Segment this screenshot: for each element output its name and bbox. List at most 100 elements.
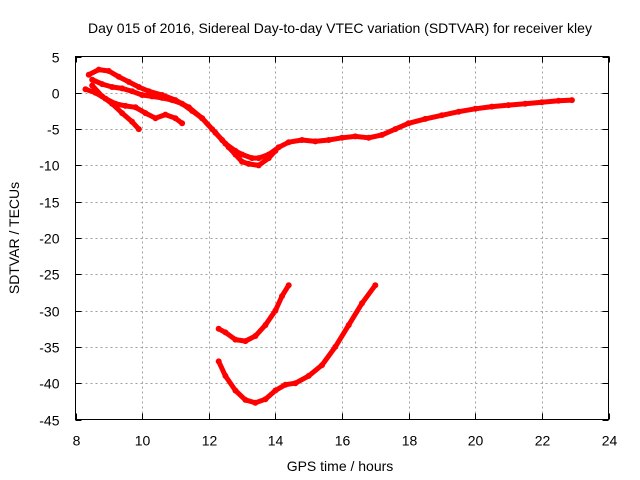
data-point	[99, 93, 106, 100]
series-group	[82, 66, 575, 406]
data-point	[455, 108, 462, 115]
x-tick-label: 10	[135, 433, 151, 449]
data-point	[135, 126, 142, 133]
data-point	[352, 133, 359, 140]
data-point	[222, 329, 229, 336]
data-point	[312, 138, 319, 145]
x-tick-label: 24	[602, 433, 618, 449]
data-point	[422, 115, 429, 122]
data-point	[522, 100, 529, 107]
series-arc-5	[215, 282, 292, 345]
data-point	[252, 333, 259, 339]
data-point	[85, 71, 92, 78]
data-point	[122, 102, 129, 109]
y-axis-label: SDTVAR / TECUs	[6, 182, 22, 294]
x-tick-label: 12	[202, 433, 218, 449]
x-axis-tick-labels: 8 10 12 14 16 18 20 22 24	[73, 433, 618, 449]
grid	[75, 56, 609, 420]
data-point	[505, 102, 512, 109]
data-point	[262, 322, 269, 329]
data-point	[272, 387, 279, 394]
series-arc-2	[89, 76, 279, 169]
series-arc-4	[89, 82, 142, 133]
x-axis-label: GPS time / hours	[287, 458, 394, 474]
data-point	[438, 112, 445, 119]
data-point	[172, 115, 179, 122]
series-arc-6	[215, 282, 379, 406]
y-axis-tick-labels: 5 0 -5 -10 -15 -20 -25 -30 -35 -40 -45	[39, 50, 59, 429]
data-point	[95, 66, 102, 73]
data-point	[215, 325, 222, 332]
data-point	[299, 137, 305, 143]
data-point	[142, 110, 149, 117]
data-point	[82, 86, 89, 93]
data-point	[279, 293, 285, 300]
y-tick-label: -45	[39, 413, 59, 429]
data-point	[272, 147, 279, 154]
data-point	[132, 104, 139, 111]
data-point	[245, 160, 252, 167]
data-point	[179, 120, 186, 127]
data-point	[162, 111, 169, 118]
data-point	[115, 73, 122, 80]
data-point	[139, 92, 146, 98]
data-point	[242, 396, 249, 403]
series-line	[216, 282, 292, 344]
y-tick-label: -30	[39, 304, 59, 320]
data-point	[199, 115, 206, 122]
data-point	[145, 88, 152, 95]
data-point	[252, 399, 259, 406]
data-point	[119, 110, 126, 117]
data-point	[135, 84, 142, 90]
data-point	[265, 155, 272, 162]
y-tick-label: -35	[39, 340, 59, 356]
data-point	[568, 97, 575, 104]
data-point	[209, 126, 216, 133]
data-point	[365, 134, 372, 141]
x-tick-label: 14	[268, 433, 284, 449]
data-point	[239, 158, 246, 165]
y-tick-label: -40	[39, 376, 59, 392]
data-point	[109, 100, 116, 107]
data-point	[488, 103, 495, 110]
data-point	[225, 144, 232, 151]
data-point	[392, 126, 399, 133]
data-point	[405, 120, 412, 127]
data-point	[332, 343, 339, 350]
data-point	[232, 387, 239, 394]
data-point	[89, 82, 96, 89]
y-tick-label: 5	[52, 50, 60, 66]
data-point	[555, 97, 562, 104]
data-point	[152, 115, 159, 122]
y-tick-label: -15	[39, 195, 59, 211]
data-point	[319, 362, 325, 369]
data-point	[285, 139, 292, 146]
x-tick-label: 16	[335, 433, 351, 449]
data-point	[325, 137, 332, 143]
data-point	[305, 372, 312, 379]
data-point	[215, 358, 222, 365]
x-tick-label: 22	[535, 433, 551, 449]
x-tick-label: 8	[73, 433, 81, 449]
data-point	[179, 100, 186, 107]
data-point	[359, 300, 365, 307]
y-tick-label: -20	[39, 231, 59, 247]
x-tick-label: 20	[468, 433, 484, 449]
data-point	[379, 131, 385, 138]
data-point	[538, 99, 545, 106]
axis-ticks	[75, 56, 610, 421]
data-point	[339, 134, 345, 141]
data-point	[249, 155, 256, 162]
data-point	[472, 105, 479, 112]
data-point	[255, 162, 262, 169]
data-point	[89, 76, 96, 83]
data-point	[99, 81, 106, 88]
data-point	[169, 97, 176, 104]
data-point	[119, 85, 126, 92]
y-tick-label: -25	[39, 267, 59, 283]
data-point	[282, 381, 289, 388]
data-point	[232, 336, 239, 343]
y-tick-label: -5	[47, 122, 60, 138]
data-point	[109, 84, 116, 90]
